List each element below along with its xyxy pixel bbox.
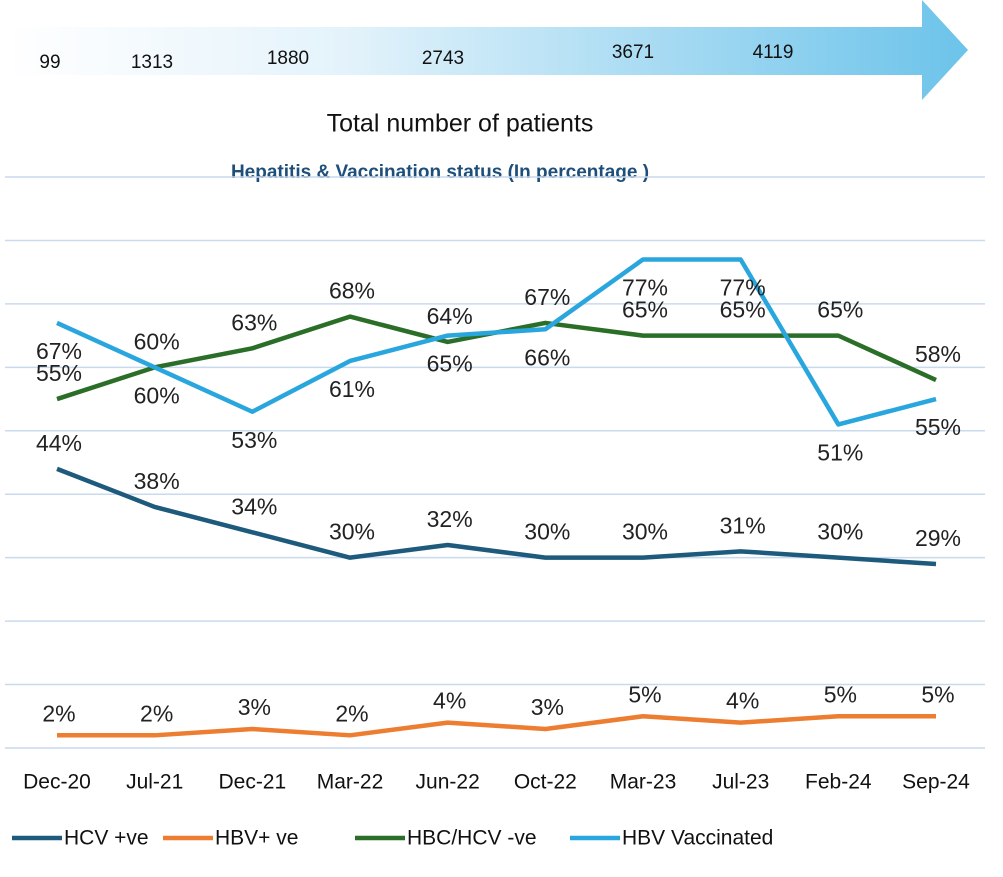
data-label: 38%: [134, 468, 180, 494]
data-label: 65%: [817, 297, 863, 323]
banner-value: 3671: [612, 42, 654, 63]
legend-label: HBC/HCV -ve: [407, 827, 537, 850]
series-line: [56, 466, 937, 567]
data-label: 55%: [915, 414, 961, 440]
data-label: 66%: [524, 344, 570, 370]
data-label: 29%: [915, 525, 961, 551]
data-label: 55%: [36, 360, 82, 386]
banner-value: 2743: [422, 48, 464, 69]
data-label: 60%: [134, 328, 180, 354]
data-label: 60%: [134, 382, 180, 408]
data-label: 58%: [915, 341, 961, 367]
data-label: 67%: [36, 338, 82, 364]
banner-value: 1313: [131, 52, 173, 73]
data-label: 63%: [231, 309, 277, 335]
chart-title: Hepatitis & Vaccination status (In perce…: [231, 162, 649, 183]
banner-value: 4119: [753, 42, 794, 63]
data-label: 3%: [238, 694, 271, 720]
x-tick-label: Feb-24: [805, 771, 872, 794]
banner-caption: Total number of patients: [327, 110, 594, 138]
x-tick-label: Mar-23: [610, 771, 677, 794]
data-label: 65%: [427, 351, 473, 377]
data-label: 32%: [427, 506, 473, 532]
data-label: 5%: [628, 681, 661, 707]
data-label: 5%: [921, 681, 954, 707]
data-label: 30%: [622, 519, 668, 545]
banner-value: 1880: [267, 48, 309, 69]
data-label: 65%: [622, 297, 668, 323]
x-tick-label: Jun-22: [416, 771, 480, 794]
series-line: [56, 314, 937, 402]
data-label: 68%: [329, 278, 375, 304]
banner-value: 99: [39, 52, 60, 73]
data-label: 30%: [329, 519, 375, 545]
x-tick-label: Sep-24: [902, 771, 970, 794]
data-label: 34%: [231, 493, 277, 519]
data-label: 4%: [433, 688, 466, 714]
data-label: 2%: [140, 700, 173, 726]
legend-label: HCV +ve: [64, 827, 149, 850]
banner-arrow: [5, 0, 968, 100]
data-label: 61%: [329, 376, 375, 402]
data-label: 30%: [524, 519, 570, 545]
x-tick-label: Dec-20: [23, 771, 91, 794]
data-label: 53%: [231, 427, 277, 453]
data-label: 2%: [335, 700, 368, 726]
data-label: 67%: [524, 284, 570, 310]
data-label: 5%: [824, 681, 857, 707]
series-line: [56, 257, 937, 427]
x-tick-label: Oct-22: [514, 771, 577, 794]
data-label: 4%: [726, 688, 759, 714]
data-label: 77%: [622, 275, 668, 301]
data-label: 2%: [42, 700, 75, 726]
x-tick-label: Dec-21: [218, 771, 286, 794]
legend-label: HBV+ ve: [215, 827, 298, 850]
x-tick-label: Jul-23: [712, 771, 769, 794]
x-tick-label: Mar-22: [317, 771, 384, 794]
legend-label: HBV Vaccinated: [622, 827, 773, 850]
x-tick-label: Jul-21: [126, 771, 183, 794]
data-label: 51%: [817, 440, 863, 466]
data-label: 30%: [817, 519, 863, 545]
data-label: 31%: [720, 512, 766, 538]
data-label: 3%: [531, 694, 564, 720]
series-line: [57, 714, 936, 738]
data-label: 65%: [720, 297, 766, 323]
data-label: 44%: [36, 430, 82, 456]
data-label: 64%: [427, 303, 473, 329]
data-label: 77%: [720, 275, 766, 301]
